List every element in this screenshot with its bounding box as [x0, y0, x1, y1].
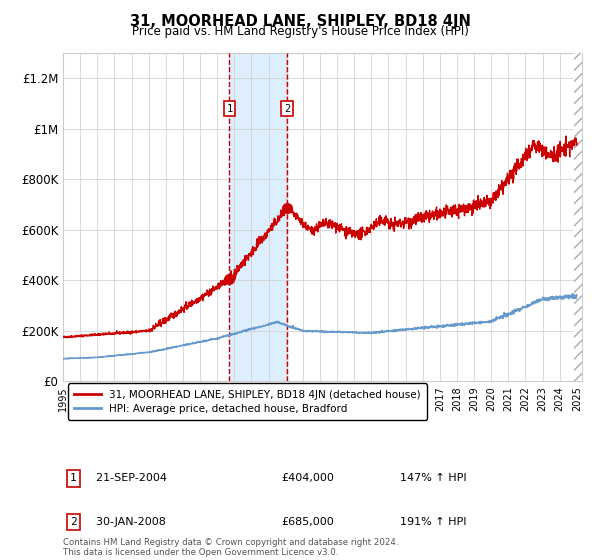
Text: 31, MOORHEAD LANE, SHIPLEY, BD18 4JN: 31, MOORHEAD LANE, SHIPLEY, BD18 4JN	[130, 14, 470, 29]
Text: 1: 1	[70, 473, 77, 483]
Text: 2: 2	[284, 104, 290, 114]
Legend: 31, MOORHEAD LANE, SHIPLEY, BD18 4JN (detached house), HPI: Average price, detac: 31, MOORHEAD LANE, SHIPLEY, BD18 4JN (de…	[68, 384, 427, 420]
Bar	[574, 53, 582, 381]
Text: 30-JAN-2008: 30-JAN-2008	[89, 517, 166, 527]
Text: 21-SEP-2004: 21-SEP-2004	[89, 473, 167, 483]
Text: Contains HM Land Registry data © Crown copyright and database right 2024.
This d: Contains HM Land Registry data © Crown c…	[63, 538, 398, 557]
Text: 2: 2	[70, 517, 77, 527]
Text: £404,000: £404,000	[281, 473, 334, 483]
Text: 1: 1	[226, 104, 233, 114]
Text: 147% ↑ HPI: 147% ↑ HPI	[400, 473, 467, 483]
Text: 191% ↑ HPI: 191% ↑ HPI	[400, 517, 467, 527]
Bar	[574, 53, 582, 381]
Bar	[229, 53, 287, 381]
Text: £685,000: £685,000	[281, 517, 334, 527]
Text: Price paid vs. HM Land Registry's House Price Index (HPI): Price paid vs. HM Land Registry's House …	[131, 25, 469, 38]
